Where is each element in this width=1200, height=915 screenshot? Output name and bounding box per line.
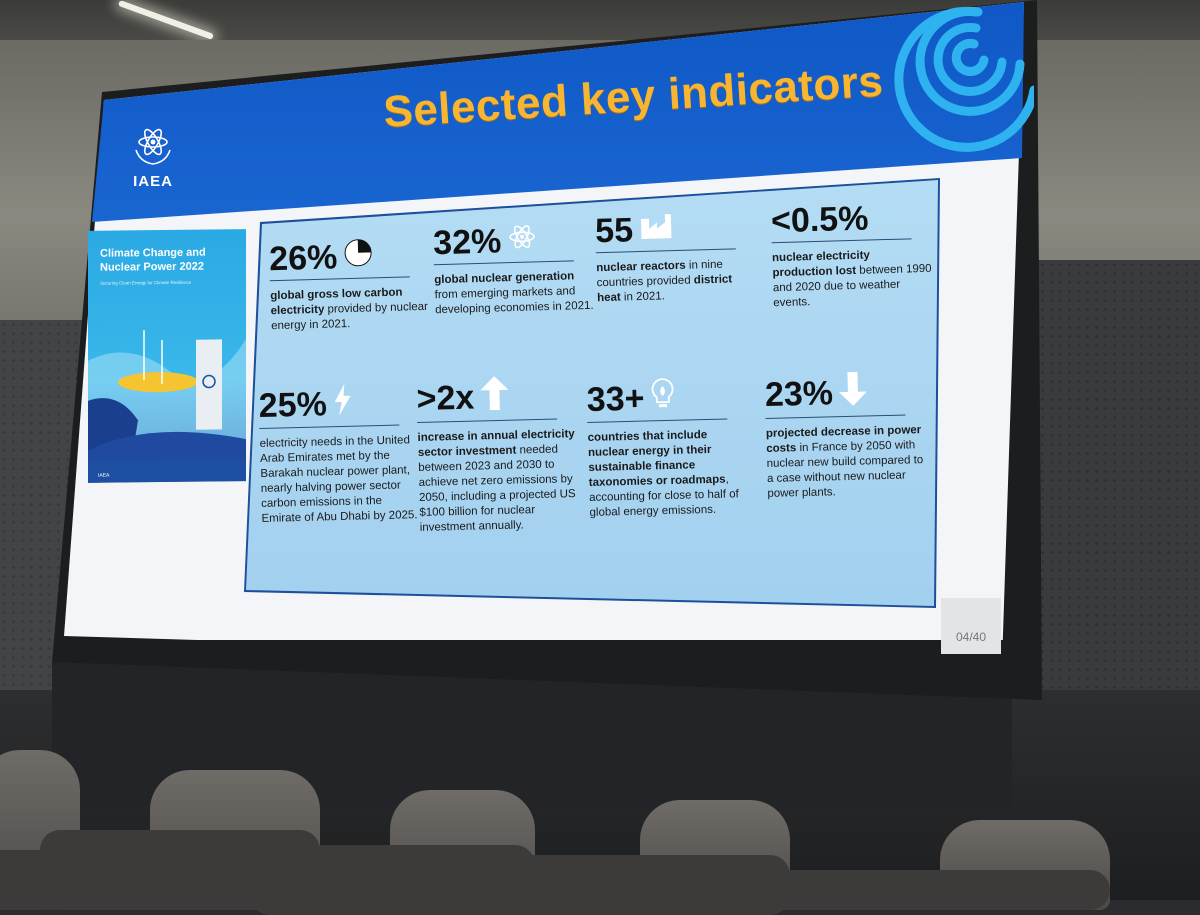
atom-laurel-icon: [135, 128, 171, 165]
atom-icon: [507, 221, 538, 260]
pie-chart-icon: [343, 237, 374, 276]
stat-value: 23%: [764, 370, 925, 416]
stat-value-text: 32%: [432, 222, 502, 263]
logo-text: IAEA: [133, 173, 173, 190]
stat-france-costs: 23% projected decrease in power costs in …: [764, 370, 927, 502]
stat-description: nuclear electricity production lost betw…: [771, 249, 932, 310]
bulb-icon: [650, 378, 675, 419]
svg-text:IAEA: IAEA: [98, 473, 110, 479]
stat-description: global nuclear generation from emerging …: [434, 270, 594, 317]
stat-value: 33+: [586, 376, 747, 420]
stat-description: increase in annual electricity sector in…: [417, 428, 576, 534]
stat-value: 25%: [258, 382, 419, 426]
stat-investment-increase: >2x increase in annual electricity sector…: [416, 374, 580, 536]
stat-description: electricity needs in the United Arab Emi…: [259, 434, 418, 525]
swirl-graphic-icon: [894, 6, 1034, 152]
stat-value-text: >2x: [416, 378, 475, 418]
stat-value: >2x: [416, 374, 577, 420]
stat-value: 32%: [433, 220, 594, 262]
arrow-up-icon: [480, 376, 509, 419]
stat-value: <0.5%: [770, 198, 932, 241]
stat-emerging-markets: 32% global nuclear generation from emergi…: [433, 220, 596, 318]
stat-value-text: 55: [594, 211, 634, 251]
stat-finance-taxonomies: 33+ countries that include nuclear energy…: [586, 376, 749, 521]
stat-value-text: 33+: [586, 379, 645, 419]
page-number: 04/40: [941, 598, 1001, 654]
cover-subtitle: Securing Clean Energy for Climate Resili…: [100, 279, 192, 286]
stat-district-heat: 55 nuclear reactors in nine countries pro…: [595, 208, 758, 306]
presentation-slide: IAEA Selected key indicators Climate Cha…: [64, 0, 1034, 680]
stat-value: 26%: [269, 236, 430, 278]
nuclear-plant-illustration-icon: IAEA: [88, 330, 246, 483]
stat-value-text: 25%: [258, 385, 328, 425]
stat-value: 55: [595, 208, 756, 250]
stat-low-carbon-share: 26% global gross low carbon electricity p…: [269, 236, 432, 334]
cover-title: Climate Change and Nuclear Power 2022: [100, 246, 206, 274]
stat-value-text: 26%: [268, 238, 338, 279]
stat-value-text: 23%: [764, 374, 834, 414]
stat-description: global gross low carbon electricity prov…: [270, 286, 429, 333]
stat-value-text: <0.5%: [770, 199, 869, 241]
chair-seat: [760, 870, 1110, 910]
factory-icon: [639, 210, 676, 249]
stat-description: nuclear reactors in nine countries provi…: [596, 258, 733, 305]
stat-weather-loss: <0.5% nuclear electricity production lost…: [771, 198, 934, 311]
stat-description: countries that include nuclear energy in…: [587, 429, 739, 519]
arrow-down-icon: [838, 371, 868, 414]
report-cover: Climate Change and Nuclear Power 2022 Se…: [88, 229, 246, 483]
chair-seat: [480, 855, 790, 915]
iaea-logo: IAEA: [118, 120, 188, 190]
stat-uae-barakah: 25% electricity needs in the United Arab …: [258, 382, 421, 527]
lightning-icon: [332, 383, 353, 424]
stat-description: projected decrease in power costs in Fra…: [765, 424, 924, 500]
